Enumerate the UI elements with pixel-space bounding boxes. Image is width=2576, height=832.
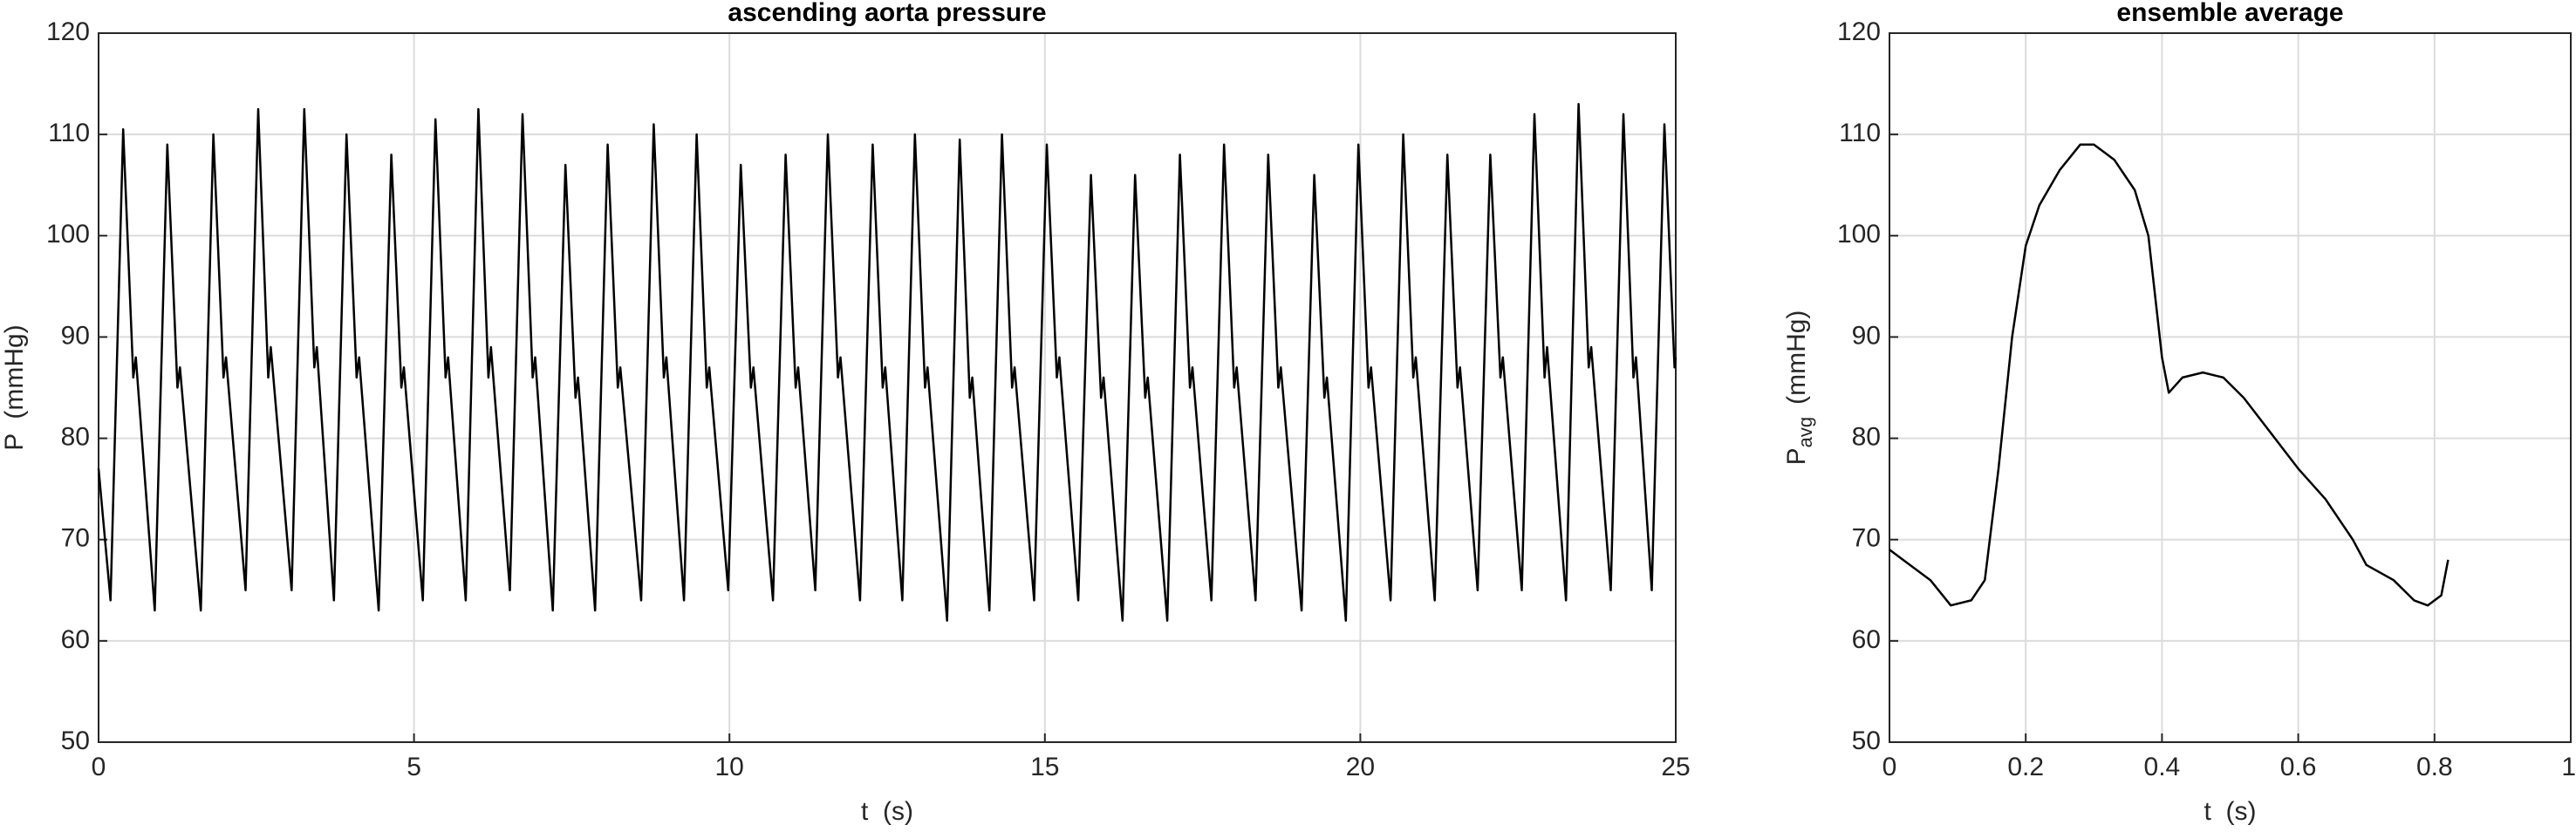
chart-title: ensemble average [2116,0,2343,27]
x-tick-label: 15 [1030,753,1059,781]
y-label-sub: avg [1794,417,1816,447]
x-tick-label: 0.4 [2144,753,2181,781]
x-tick-label: 25 [1661,753,1690,781]
y-tick-label: 50 [1852,726,1881,755]
y-tick-label: 100 [1837,220,1881,249]
y-tick-label: 100 [46,220,90,249]
plot-area [1889,33,2571,742]
x-tick-label: 5 [407,753,421,781]
y-tick-label: 120 [1837,17,1881,46]
y-tick-label: 70 [1852,524,1881,553]
line-series [97,103,1677,622]
x-tick-label: 20 [1346,753,1375,781]
y-label-unit: (mmHg) [1782,310,1811,405]
y-tick-label: 80 [1852,422,1881,451]
y-tick-label: 50 [61,726,90,755]
y-tick-label: 90 [61,321,90,350]
y-axis-label: Pavg (mmHg) [1782,310,1816,466]
x-axis-label: t (s) [861,797,913,826]
chart-title: ascending aorta pressure [728,0,1046,27]
y-tick-label: 110 [1839,119,1881,147]
x-tick-label: 0 [1882,753,1897,781]
y-tick-label: 70 [61,524,90,553]
x-tick-label: 0.6 [2280,753,2317,781]
axes-box [1889,32,2572,743]
x-axis-label: t (s) [2204,797,2257,826]
y-tick-label: 60 [1852,625,1881,654]
y-axis-label: P (mmHg) [0,324,29,450]
x-tick-label: 10 [715,753,744,781]
y-tick-label: 120 [46,17,90,46]
axes-box [98,32,1677,743]
y-label-main: P [1782,447,1811,465]
line-series [1889,143,2450,607]
y-tick-label: 110 [48,119,90,147]
x-tick-label: 1 [2561,753,2576,781]
x-tick-label: 0.2 [2007,753,2044,781]
y-tick-label: 90 [1852,321,1881,350]
y-tick-label: 60 [61,625,90,654]
x-tick-label: 0.8 [2416,753,2453,781]
x-tick-label: 0 [92,753,106,781]
y-tick-label: 80 [61,422,90,451]
